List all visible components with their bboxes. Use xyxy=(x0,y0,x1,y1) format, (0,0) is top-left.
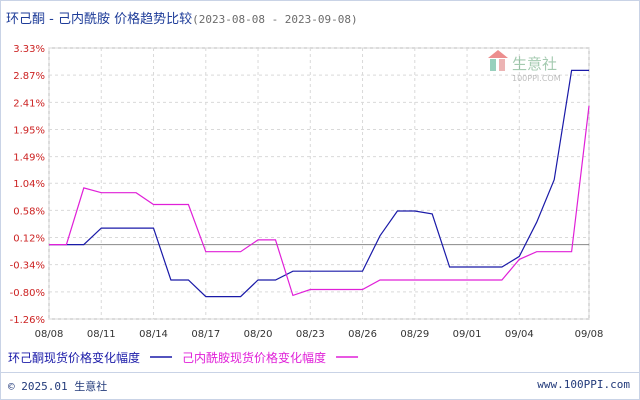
watermark-brand: 生意社 xyxy=(512,55,557,73)
x-tick-label: 09/04 xyxy=(505,329,534,340)
y-tick-label: 0.12% xyxy=(13,234,45,245)
y-tick-label: 1.95% xyxy=(13,125,45,136)
y-tick-label: 2.87% xyxy=(13,71,45,82)
series-line-1 xyxy=(49,69,589,298)
watermark-domain: 100PPI.COM xyxy=(512,74,561,83)
site-url-link[interactable]: www.100PPI.com xyxy=(537,378,630,391)
x-tick-label: 08/11 xyxy=(87,329,116,340)
legend: 环己酮现货价格变化幅度 己内酰胺现货价格变化幅度 xyxy=(8,350,359,365)
y-tick-label: -0.80% xyxy=(10,288,45,299)
x-tick-label: 08/08 xyxy=(35,329,64,340)
x-tick-label: 08/14 xyxy=(139,329,168,340)
x-tick-label: 09/08 xyxy=(575,329,604,340)
x-tick-label: 08/20 xyxy=(244,329,273,340)
y-tick-label: 0.58% xyxy=(13,206,45,217)
x-tick-label: 09/01 xyxy=(453,329,482,340)
watermark-logo-icon xyxy=(499,59,505,71)
y-tick-label: 1.49% xyxy=(13,153,45,164)
legend-label: 环己酮现货价格变化幅度 xyxy=(8,350,140,365)
legend-label: 己内酰胺现货价格变化幅度 xyxy=(182,350,326,365)
y-tick-label: -1.26% xyxy=(10,315,45,326)
y-tick-label: 2.41% xyxy=(13,98,45,109)
x-tick-label: 08/26 xyxy=(348,329,377,340)
y-tick-label: 1.04% xyxy=(13,179,45,190)
series-line-2 xyxy=(49,105,590,297)
watermark-logo-icon xyxy=(490,59,496,71)
footer-divider xyxy=(0,372,640,373)
y-tick-label: -0.34% xyxy=(10,261,45,272)
x-tick-label: 08/17 xyxy=(191,329,220,340)
date-range: (2023-08-08 - 2023-09-08) xyxy=(192,13,358,26)
watermark-logo-icon xyxy=(488,50,508,58)
y-tick-label: 3.33% xyxy=(13,44,45,55)
chart-title: 环己酮 - 己内酰胺 价格趋势比较(2023-08-08 - 2023-09-0… xyxy=(6,8,358,27)
x-tick-label: 08/29 xyxy=(400,329,429,340)
chart-title-text: 环己酮 - 己内酰胺 价格趋势比较 xyxy=(6,12,193,27)
x-tick-label: 08/23 xyxy=(296,329,325,340)
copyright-text: © 2025.01 生意社 xyxy=(8,380,108,393)
